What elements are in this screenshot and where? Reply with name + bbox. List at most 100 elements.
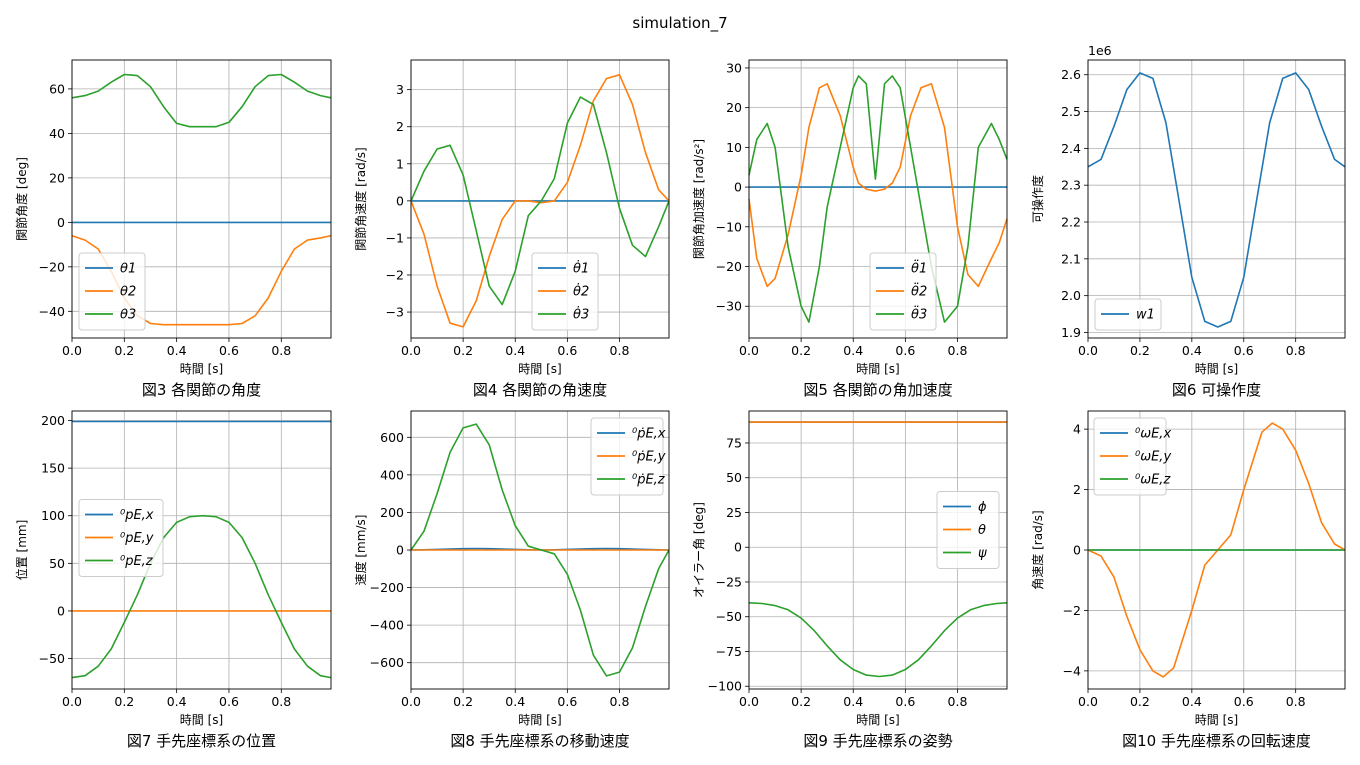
fig5-x-axis-label: 時間 [s] — [856, 362, 899, 376]
fig7-ytick-label: 150 — [41, 461, 65, 476]
fig3-legend-label: θ1 — [120, 262, 136, 277]
fig3-xtick-label: 0.4 — [167, 343, 187, 358]
fig9-xtick-label: 0.4 — [843, 694, 863, 709]
fig4-ytick-label: −3 — [386, 305, 404, 320]
fig10-xtick-label: 0.8 — [1286, 694, 1306, 709]
fig7-ytick-label: 100 — [41, 508, 65, 523]
fig6-x-axis-label: 時間 [s] — [1195, 362, 1238, 376]
fig5-legend-label: θ̈1 — [911, 260, 927, 276]
fig4-legend-label: θ̇3 — [573, 306, 589, 322]
fig3-legend: θ1 θ2 θ3 — [78, 252, 146, 331]
fig5-axes-frame — [748, 59, 1008, 339]
fig7-legend-frame — [78, 499, 164, 577]
fig10-y-axis-label: 角速度 [rad/s] — [1030, 510, 1045, 589]
fig5-ytick-label: −30 — [716, 299, 742, 314]
fig6-offset-text: 1e6 — [1088, 43, 1112, 58]
fig9-ytick-label: 0 — [734, 540, 742, 555]
fig10-legend-label: ⁰ωE,y — [1135, 450, 1171, 465]
fig10-xtick-label: 0.6 — [1234, 694, 1254, 709]
fig4-series-line-2 — [410, 74, 670, 328]
fig9-ytick-label: 50 — [726, 470, 742, 485]
fig5-caption: 図5 各関節の角加速度 — [803, 381, 952, 399]
fig9-ytick-label: 75 — [726, 435, 742, 450]
fig7-y-axis-label: 位置 [mm] — [14, 520, 29, 581]
fig5-xtick-label: 0.8 — [948, 343, 968, 358]
fig4-legend-label: θ̇1 — [573, 260, 589, 276]
fig10-ytick-label: −4 — [1063, 663, 1081, 678]
fig10-caption: 図10 手先座標系の回転速度 — [1122, 732, 1311, 750]
fig5-ytick-label: 30 — [726, 60, 742, 75]
fig10-xtick-label: 0.4 — [1182, 694, 1202, 709]
fig3-y-axis-label: 関節角度 [deg] — [14, 157, 29, 241]
fig7-caption: 図7 手先座標系の位置 — [127, 732, 276, 750]
fig8-series-line-3 — [410, 423, 670, 677]
fig8-xtick-label: 0.0 — [401, 694, 421, 709]
fig8-ytick-label: 200 — [380, 505, 404, 520]
fig8-xtick-label: 0.4 — [505, 694, 525, 709]
fig4-ytick-label: −2 — [386, 267, 404, 282]
fig6-ytick-label: 2.4 — [1061, 141, 1081, 156]
fig5-panel: 0.0 0.2 0.4 0.6 0.8 −30 −20 −10 0 10 20 30 時間 [s] 関節角… — [691, 59, 1008, 399]
fig7-legend-label: ⁰pE,x — [120, 508, 154, 523]
fig3-ytick-label: 20 — [49, 170, 65, 185]
fig4-xtick-label: 0.4 — [505, 343, 525, 358]
fig10-ytick-label: 2 — [1073, 482, 1081, 497]
fig4-xtick-label: 0.8 — [610, 343, 630, 358]
fig8-xtick-label: 0.2 — [453, 694, 473, 709]
fig8-ytick-label: −200 — [370, 580, 404, 595]
fig8-ytick-label: −600 — [370, 655, 404, 670]
fig9-legend-label: ϕ — [978, 500, 987, 515]
fig7-xtick-label: 0.0 — [62, 694, 82, 709]
fig6-xtick-label: 0.8 — [1286, 343, 1306, 358]
fig8-y-axis-label: 速度 [mm/s] — [353, 515, 368, 586]
fig10-xtick-label: 0.0 — [1078, 694, 1098, 709]
fig9-xtick-label: 0.8 — [948, 694, 968, 709]
fig6-ytick-label: 2.2 — [1061, 215, 1081, 230]
fig6-legend: w1 — [1094, 298, 1162, 331]
fig4-xtick-label: 0.2 — [453, 343, 473, 358]
fig8-ytick-label: 400 — [380, 467, 404, 482]
fig7-ytick-label: 50 — [49, 556, 65, 571]
fig5-xtick-label: 0.2 — [791, 343, 811, 358]
fig5-legend-label: θ̈2 — [911, 283, 927, 299]
fig5-ytick-label: 20 — [726, 100, 742, 115]
fig4-series-line-3 — [410, 96, 670, 306]
fig3-xtick-label: 0.2 — [114, 343, 134, 358]
fig7-xtick-label: 0.8 — [271, 694, 291, 709]
fig3-xtick-label: 0.6 — [219, 343, 239, 358]
fig6-xtick-label: 0.6 — [1234, 343, 1254, 358]
fig8-legend-label: ⁰ṗE,x — [632, 427, 666, 442]
fig3-xtick-label: 0.0 — [62, 343, 82, 358]
fig10-ytick-label: 4 — [1073, 422, 1081, 437]
fig9-ytick-label: −75 — [716, 644, 742, 659]
fig3-xtick-label: 0.8 — [271, 343, 291, 358]
fig7-xtick-label: 0.6 — [219, 694, 239, 709]
fig8-xtick-label: 0.6 — [557, 694, 577, 709]
fig9-series-line-3 — [748, 602, 1008, 678]
fig3-legend-label: θ2 — [120, 285, 136, 300]
fig6-xtick-label: 0.4 — [1182, 343, 1202, 358]
fig7-panel: 0.0 0.2 0.4 0.6 0.8 −50 0 50 100 150 200 時間 [s] 位置 [… — [14, 410, 332, 750]
fig9-panel: 0.0 0.2 0.4 0.6 0.8 −100 −75 −50 −25 0 25 50 75 時間 [s… — [692, 410, 1008, 750]
fig9-xtick-label: 0.0 — [739, 694, 759, 709]
fig8-caption: 図8 手先座標系の移動速度 — [450, 732, 629, 750]
fig7-ytick-label: −50 — [39, 651, 65, 666]
fig8-legend-frame — [590, 417, 664, 496]
fig5-legend-label: θ̈3 — [911, 306, 927, 322]
fig7-legend: ⁰pE,x ⁰pE,y ⁰pE,z — [78, 499, 164, 577]
fig6-ytick-label: 2.1 — [1061, 251, 1081, 266]
fig10-x-axis-label: 時間 [s] — [1195, 713, 1238, 727]
fig5-ytick-label: 0 — [734, 180, 742, 195]
fig9-legend: ϕθψ — [936, 491, 1000, 569]
fig5-xtick-label: 0.0 — [739, 343, 759, 358]
fig5-ytick-label: 10 — [726, 140, 742, 155]
fig5-legend: θ̈1 θ̈2 θ̈3 — [869, 252, 937, 331]
fig7-ytick-label: 200 — [41, 413, 65, 428]
fig6-y-axis-label: 可操作度 — [1030, 175, 1045, 223]
fig3-ytick-label: 0 — [57, 215, 65, 230]
fig6-ytick-label: 1.9 — [1061, 325, 1081, 340]
fig6-series-line-1 — [1087, 72, 1346, 328]
fig4-xtick-label: 0.6 — [557, 343, 577, 358]
